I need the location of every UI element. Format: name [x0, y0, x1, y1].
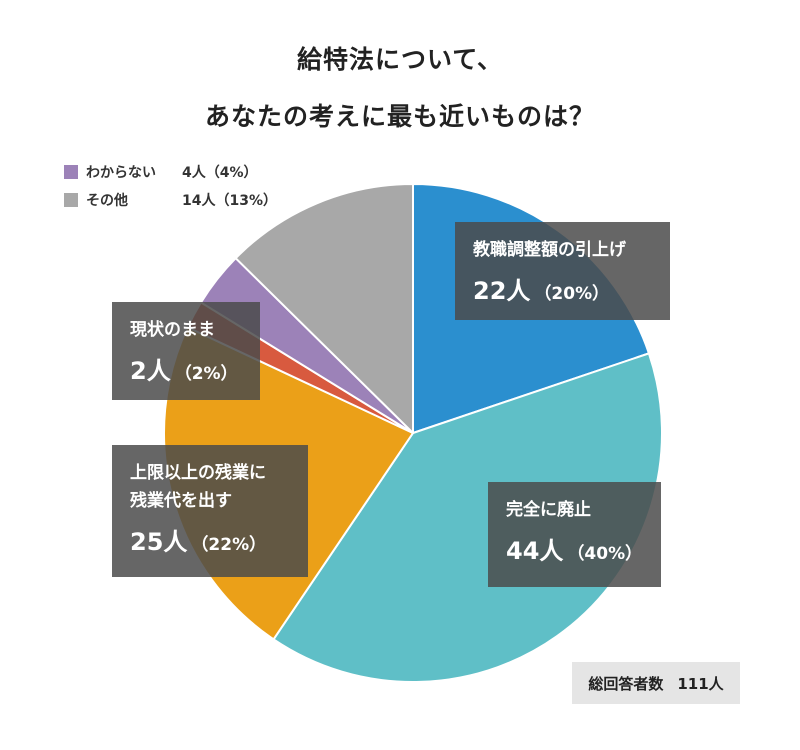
- legend-swatch-other: [64, 193, 78, 207]
- data-label-percent: （40%）: [567, 544, 643, 564]
- total-respondents: 総回答者数 111人: [572, 662, 740, 704]
- chart-title-line2: あなたの考えに最も近いものは？: [204, 102, 595, 131]
- legend-item-other: その他 14人（13%）: [64, 190, 277, 210]
- data-label-overtime-pay: 上限以上の残業に 残業代を出す 25人 （22%）: [112, 445, 308, 577]
- data-label-name: 現状のまま: [130, 320, 215, 340]
- data-label-percent: （2%）: [174, 364, 238, 384]
- pie-slice-5: [234, 183, 414, 434]
- legend-value-other: 14人（13%）: [182, 193, 277, 209]
- legend-swatch-unknown: [64, 165, 78, 179]
- total-respondents-value: 111人: [677, 674, 724, 693]
- data-label-value: 2人 （2%）: [130, 356, 242, 389]
- pie-slice-1: [272, 352, 663, 683]
- data-label-salary-raise: 教職調整額の引上げ 22人 （20%）: [455, 222, 670, 320]
- data-label-name-line1: 上限以上の残業に: [130, 463, 266, 483]
- data-label-percent: （22%）: [191, 535, 267, 555]
- legend-value-unknown: 4人（4%）: [182, 165, 258, 181]
- data-label-value: 44人 （40%）: [506, 536, 643, 569]
- legend-label-unknown: わからない: [86, 165, 156, 181]
- legend-label-other: その他: [86, 193, 128, 209]
- data-label-value: 22人 （20%）: [473, 276, 652, 309]
- data-label-abolish: 完全に廃止 44人 （40%）: [488, 482, 661, 587]
- total-respondents-label: 総回答者数: [588, 674, 664, 693]
- data-label-status-quo: 現状のまま 2人 （2%）: [112, 302, 260, 400]
- data-label-count: 44人: [506, 537, 564, 565]
- data-label-name: 完全に廃止: [506, 500, 591, 520]
- data-label-count: 2人: [130, 357, 171, 385]
- data-label-count: 22人: [473, 277, 531, 305]
- data-label-count: 25人: [130, 528, 188, 556]
- data-label-name-line2: 残業代を出す: [130, 491, 232, 511]
- legend-item-unknown: わからない 4人（4%）: [64, 162, 258, 182]
- data-label-name: 教職調整額の引上げ: [473, 240, 626, 260]
- chart-title-line1: 給特法について、: [296, 45, 503, 74]
- data-label-percent: （20%）: [534, 284, 610, 304]
- data-label-value: 25人 （22%）: [130, 527, 290, 560]
